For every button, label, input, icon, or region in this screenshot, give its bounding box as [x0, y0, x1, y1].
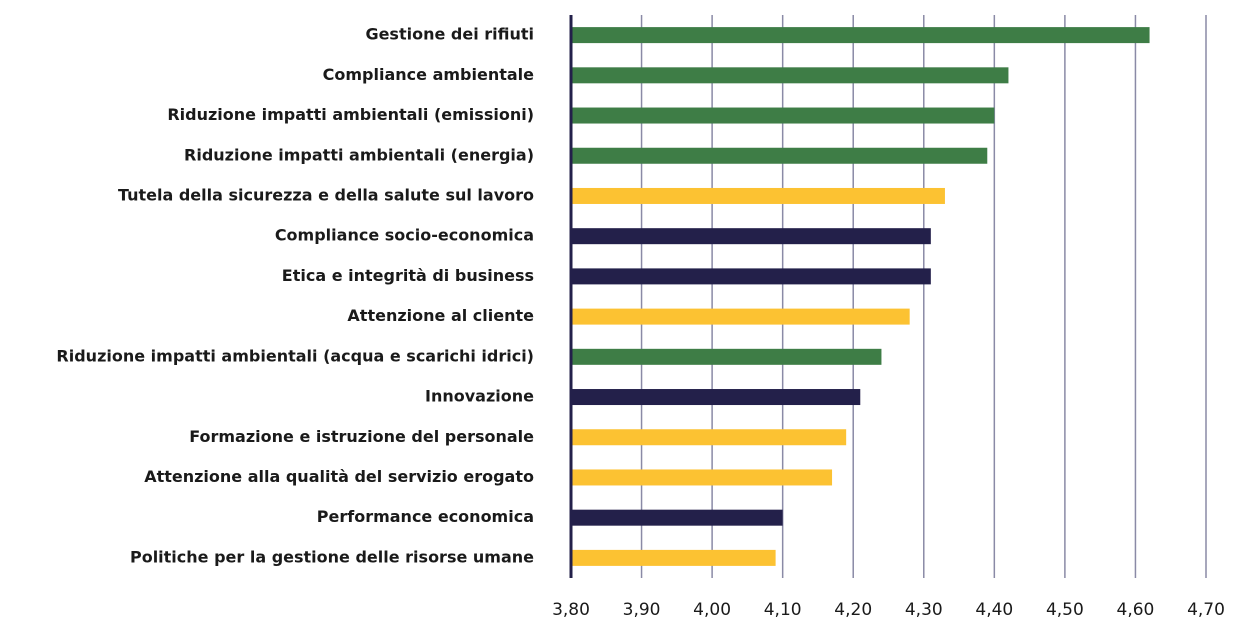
category-label: Tutela della sicurezza e della salute su… [118, 185, 534, 204]
bar [571, 348, 882, 365]
bar [571, 187, 945, 204]
category-label: Politiche per la gestione delle risorse … [130, 547, 534, 566]
category-label: Riduzione impatti ambientali (acqua e sc… [56, 346, 534, 365]
bar [571, 509, 783, 526]
bar [571, 429, 847, 446]
x-tick-label: 4,00 [693, 600, 731, 620]
bar [571, 107, 995, 124]
bar [571, 308, 910, 325]
x-tick-label: 4,60 [1117, 600, 1155, 620]
bar [571, 147, 988, 164]
category-label: Compliance socio-economica [275, 226, 534, 245]
bar [571, 27, 1150, 44]
x-tick-label: 4,70 [1187, 600, 1225, 620]
x-tick-label: 3,80 [552, 600, 590, 620]
bar [571, 469, 833, 486]
x-tick-label: 4,50 [1046, 600, 1084, 620]
bar [571, 389, 861, 406]
category-label: Attenzione alla qualità del servizio ero… [144, 467, 534, 486]
bar [571, 268, 931, 285]
x-tick-label: 3,90 [623, 600, 661, 620]
category-label: Etica e integrità di business [282, 266, 534, 285]
bar [571, 228, 931, 245]
category-label: Attenzione al cliente [347, 306, 534, 325]
category-label: Riduzione impatti ambientali (emissioni) [167, 105, 534, 124]
category-label: Compliance ambientale [323, 65, 535, 84]
category-label: Formazione e istruzione del personale [189, 427, 534, 446]
x-tick-label: 4,20 [834, 600, 872, 620]
category-label: Gestione dei rifiuti [365, 25, 534, 44]
category-label: Riduzione impatti ambientali (energia) [184, 145, 534, 164]
category-label: Performance economica [317, 507, 534, 526]
bar [571, 549, 776, 566]
x-tick-label: 4,10 [764, 600, 802, 620]
x-tick-label: 4,40 [975, 600, 1013, 620]
bar [571, 67, 1009, 84]
category-label: Innovazione [425, 387, 534, 406]
x-tick-label: 4,30 [905, 600, 943, 620]
